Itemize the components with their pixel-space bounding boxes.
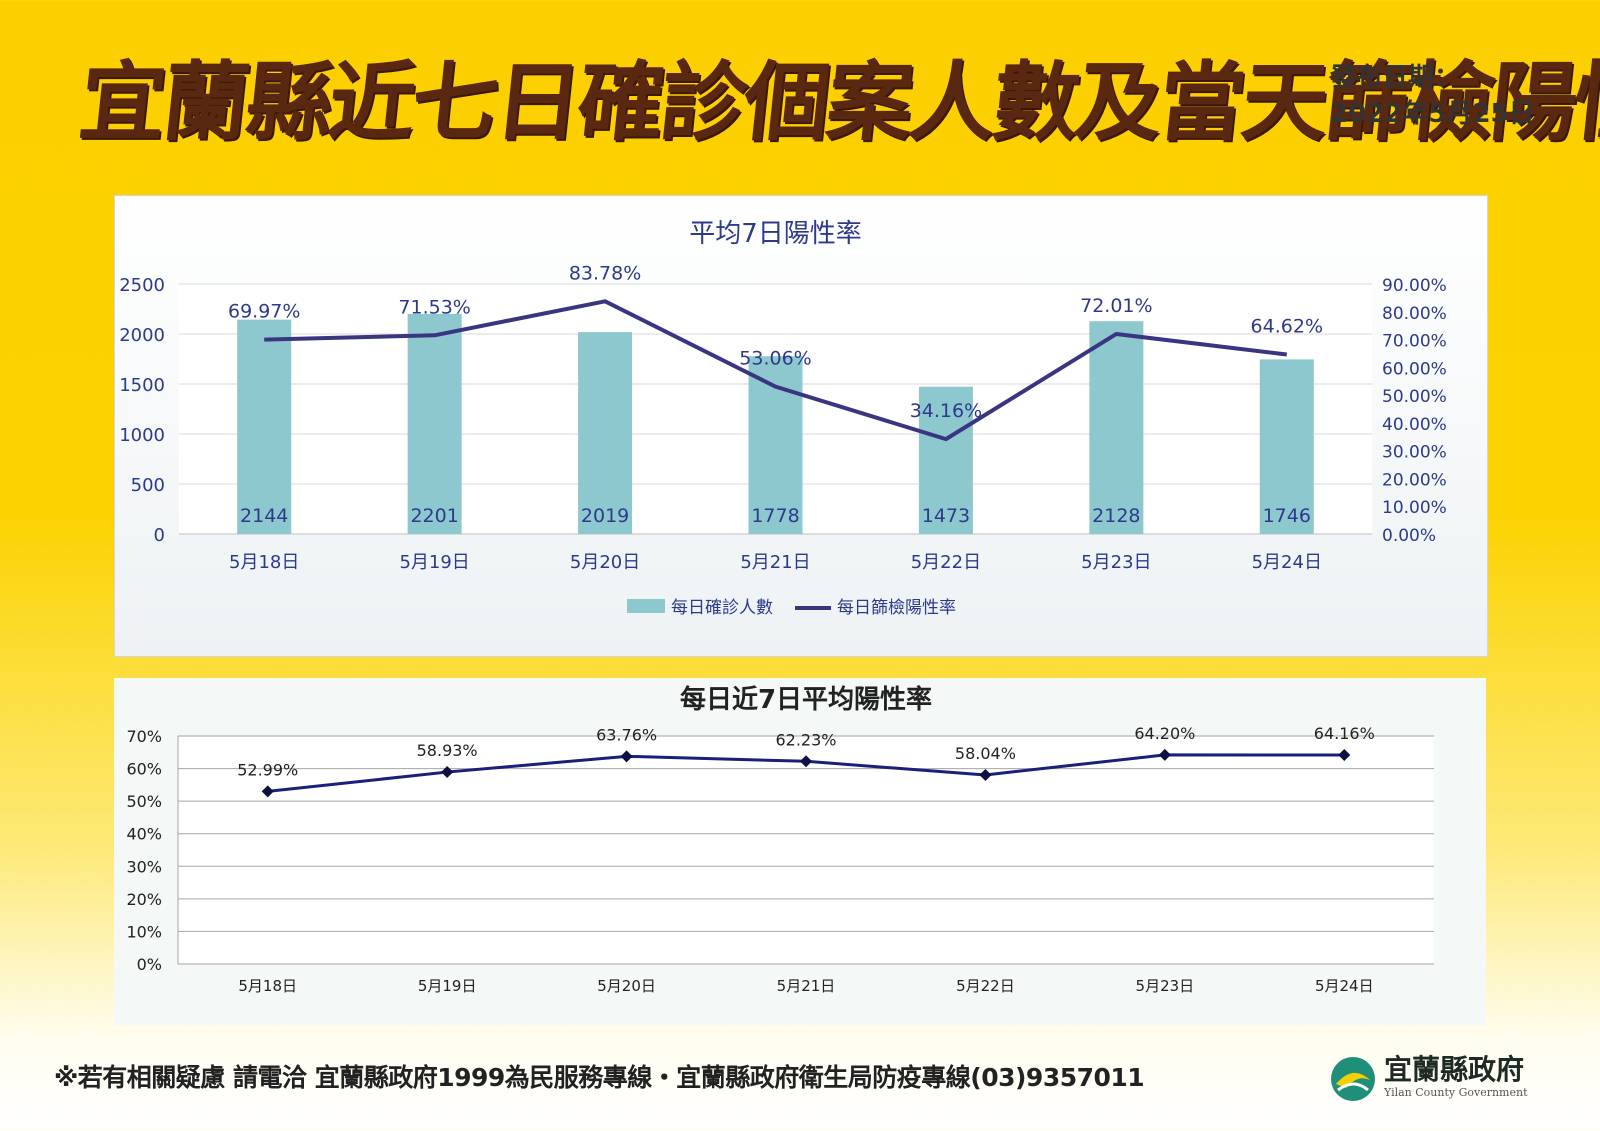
publish-date: 發布日期： 2022年5月25日 [1330,60,1570,132]
y-tick-label: 0% [137,955,162,974]
bar [918,386,973,534]
y-tick-label-left: 2000 [119,325,165,346]
legend-label-line: 每日篩檢陽性率 [837,598,956,618]
y-tick-label-left: 1000 [119,425,165,446]
bar [578,332,633,534]
y-tick-label-right: 50.00% [1382,387,1447,407]
y-tick-label: 40% [126,825,162,844]
line-value-label: 71.53% [398,296,470,318]
data-label: 62.23% [775,730,836,749]
y-tick-label-right: 90.00% [1382,276,1447,296]
line-value-label: 72.01% [1080,295,1152,317]
data-point [1158,748,1171,761]
x-tick-label: 5月22日 [911,552,981,573]
contact-footer: ※若有相關疑慮 請電洽 宜蘭縣政府1999為民服務專線・宜蘭縣政府衛生局防疫專線… [54,1063,1145,1092]
y-tick-label-right: 40.00% [1382,415,1447,435]
x-tick-label: 5月24日 [1252,552,1322,573]
bar-value-label: 2019 [581,505,629,527]
y-tick-label: 50% [126,792,162,811]
line-value-label: 53.06% [739,348,811,370]
y-tick-label-right: 70.00% [1382,332,1447,352]
bar [1089,321,1144,534]
y-tick-label-right: 60.00% [1382,359,1447,379]
legend-label-bar: 每日確診人數 [671,598,773,618]
line-value-label: 69.97% [228,301,300,323]
x-tick-label: 5月18日 [229,552,299,573]
line-value-label: 83.78% [569,262,641,284]
bar-value-label: 1473 [922,505,970,527]
data-label: 64.20% [1134,724,1195,743]
data-label: 58.04% [955,744,1016,763]
data-point [979,768,992,781]
x-tick-label: 5月24日 [1315,977,1374,995]
y-tick-label: 30% [126,857,162,876]
x-tick-label: 5月22日 [956,977,1015,995]
y-tick-label: 70% [126,727,162,746]
data-label: 52.99% [237,760,298,779]
bar-value-label: 2144 [240,505,288,527]
data-point [620,750,633,763]
y-tick-label-right: 80.00% [1382,304,1447,324]
chart-panel-daily-cases: 0 500 1000 1500 2000 2500 0.00% 10.00% 20.00% 30.… [114,195,1488,657]
plot-area [178,736,1434,964]
data-label: 63.76% [596,725,657,744]
x-tick-label: 5月19日 [399,552,469,573]
x-tick-label: 5月18日 [238,977,297,995]
y-tick-label: 20% [126,890,162,909]
logo-name: 宜蘭縣政府 [1384,1053,1525,1086]
bar-value-label: 2201 [410,505,458,527]
x-tick-label: 5月21日 [740,552,810,573]
y-tick-label: 10% [126,922,162,941]
y-tick-label-right: 20.00% [1382,470,1447,490]
bar [237,319,292,534]
yilan-county-emblem-icon [1331,1057,1375,1101]
data-point [1338,749,1351,762]
bar-value-label: 1746 [1263,505,1311,527]
data-point [261,785,274,798]
data-label: 64.16% [1314,724,1375,743]
y-tick-label-left: 500 [131,475,165,496]
x-tick-label: 5月23日 [1081,552,1151,573]
logo-subtitle: Yilan County Government [1384,1086,1528,1099]
y-tick-label-right: 0.00% [1382,526,1436,546]
x-tick-label: 5月21日 [777,977,836,995]
y-tick-label-left: 0 [154,525,165,546]
bar [1259,359,1314,534]
x-tick-label: 5月20日 [597,977,656,995]
y-tick-label: 60% [126,760,162,779]
y-tick-label-right: 30.00% [1382,443,1447,463]
x-tick-label: 5月23日 [1136,977,1195,995]
bar-value-label: 2128 [1092,505,1140,527]
daily-cases-chart: 0 500 1000 1500 2000 2500 0.00% 10.00% 20.00% 30.… [119,219,1447,618]
line-value-label: 64.62% [1251,316,1323,338]
y-tick-label-right: 10.00% [1382,498,1447,518]
line-value-label: 34.16% [910,400,982,422]
bar-value-label: 1778 [751,505,799,527]
y-tick-label-left: 2500 [119,275,165,296]
positivity-line [264,299,1288,442]
data-point [441,766,454,779]
government-logo: 宜蘭縣政府 Yilan County Government [1328,1048,1568,1116]
x-tick-label: 5月19日 [418,977,477,995]
legend-swatch-bar [627,599,665,613]
x-tick-label: 5月20日 [570,552,640,573]
bar [407,313,462,534]
data-point [800,755,812,768]
seven-day-average-chart: 每日近7日平均陽性率 0% 10% 20% 30% 40% 50% 60% 70% 5月18日 5月… [126,684,1434,995]
publish-date-label: 發布日期： [1330,63,1461,93]
data-label: 58.93% [417,741,478,760]
chart-panel-7day-average: 每日近7日平均陽性率 0% 10% 20% 30% 40% 50% 60% 70% 5月18日 5月… [114,678,1486,1026]
chart-title: 平均7日陽性率 [689,219,862,249]
chart-title: 每日近7日平均陽性率 [680,684,932,715]
publish-date-value: 2022年5月25日 [1330,99,1535,129]
y-tick-label-left: 1500 [119,375,165,396]
page-title: 宜蘭縣近七日確診個案人數及當天篩檢陽性率 [74,53,1600,153]
